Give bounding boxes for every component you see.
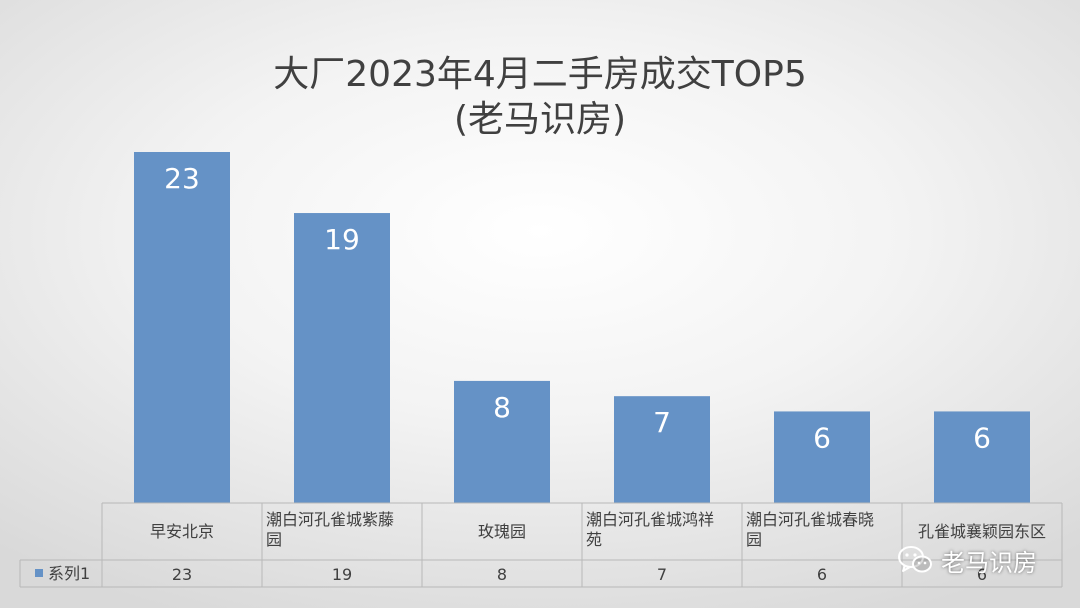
category-label: 潮白河孔雀城紫藤 — [266, 510, 394, 529]
category-label: 玫瑰园 — [478, 522, 526, 541]
table-value: 7 — [657, 565, 667, 584]
bar — [614, 396, 710, 503]
category-label: 潮白河孔雀城春晓 — [746, 510, 874, 529]
bar — [294, 213, 390, 504]
bar — [934, 411, 1030, 503]
data-label: 6 — [973, 421, 991, 454]
category-label: 潮白河孔雀城鸿祥 — [586, 510, 714, 529]
category-label: 早安北京 — [150, 522, 214, 541]
wechat-icon — [898, 546, 932, 573]
table-value: 8 — [497, 565, 507, 584]
data-label: 23 — [164, 162, 200, 195]
category-label: 园 — [746, 530, 762, 549]
legend-label: 系列1 — [48, 564, 90, 583]
watermark: 老马识房 — [897, 540, 1037, 580]
category-label: 苑 — [586, 530, 602, 549]
data-label: 8 — [493, 391, 511, 424]
bar — [774, 411, 870, 503]
watermark-text: 老马识房 — [941, 548, 1037, 577]
chart-subtitle: (老马识房) — [453, 99, 627, 140]
bar — [134, 152, 230, 503]
category-label: 孔雀城襄颖园东区 — [918, 522, 1046, 541]
table-value: 19 — [332, 565, 352, 584]
data-label: 6 — [813, 421, 831, 454]
category-label: 园 — [266, 530, 282, 549]
table-value: 6 — [817, 565, 827, 584]
data-label: 19 — [324, 223, 360, 256]
data-label: 7 — [653, 406, 671, 439]
legend-key — [35, 569, 43, 577]
table-value: 6 — [977, 565, 987, 584]
chart-title: 大厂2023年4月二手房成交TOP5 — [273, 54, 807, 95]
table-value: 23 — [172, 565, 192, 584]
bar — [454, 380, 550, 503]
